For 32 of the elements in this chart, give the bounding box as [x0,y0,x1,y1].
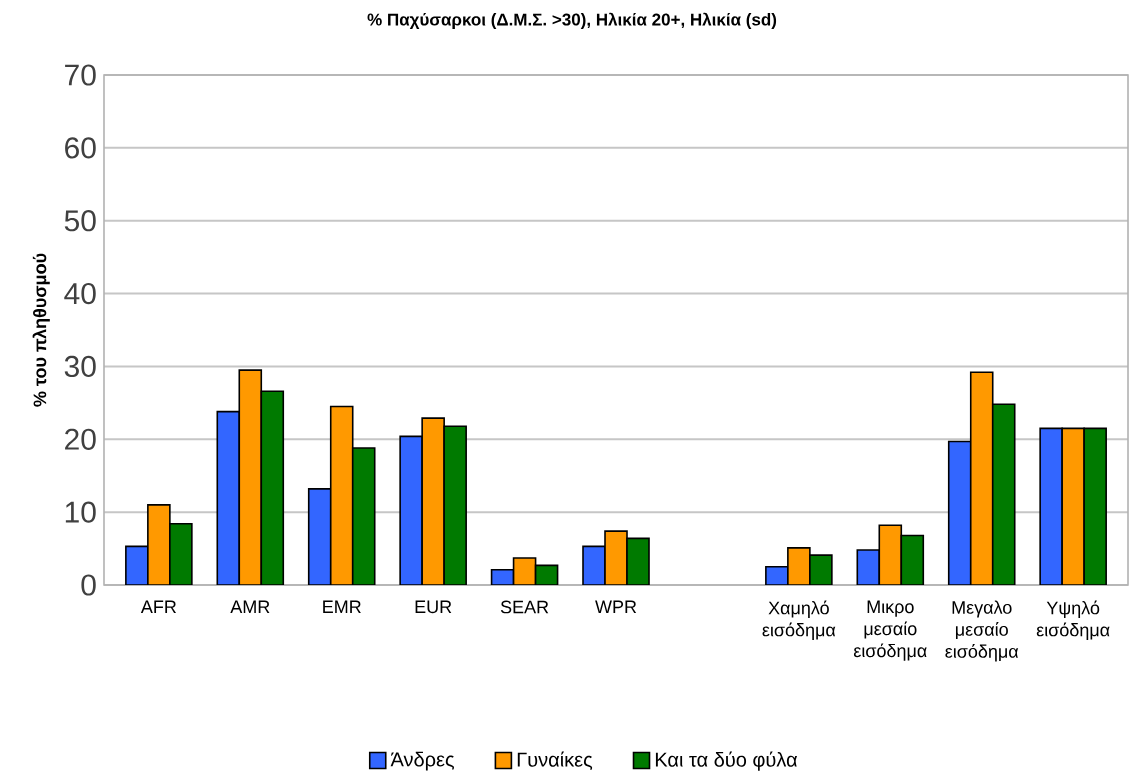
bar [216,411,241,586]
x-tick-label: EUR [415,600,452,614]
bar [1061,427,1085,586]
bar [421,417,445,586]
y-tick-label: 70 [65,64,96,86]
y-tick-label: 40 [64,283,96,305]
y-axis-title: % του πληθυσμού [32,253,50,407]
chart-title: % Παχύσαρκοι (Δ.Μ.Σ. >30), Ηλικία 20+, Ηλικία (sd) [367,12,777,30]
x-tick-label: Μεγαλο μεσαίο εισόδημα [945,600,1019,662]
y-tick-label: 50 [64,210,96,232]
bar [329,405,354,586]
x-tick-label: AMR [230,600,270,614]
legend-label: Και τα δύο φύλα [655,751,798,771]
legend-label: Άνδρες [390,752,454,771]
y-tick-label: 10 [65,501,96,523]
y-tick-label: 60 [65,137,96,159]
x-tick-label: Χαμηλό εισόδημα [762,600,836,641]
y-tick-label: 30 [64,356,96,378]
y-tick-label: 20 [65,428,96,451]
y-tick-label: 0 [81,574,96,596]
x-tick-label: AFR [140,600,177,614]
x-tick-label: WPR [595,600,637,614]
bar [238,369,263,586]
bar [969,371,994,586]
bar [947,440,972,586]
x-tick-label: Μικρο μεσαίο εισόδημα [853,600,927,661]
x-tick-label: EMR [323,600,361,614]
bar [399,435,423,586]
x-tick-label: Υψηλό εισόδημα [1036,600,1110,641]
legend-label: Γυναίκες [517,751,593,771]
x-tick-label: SEAR [500,600,549,614]
bar [1039,427,1063,586]
